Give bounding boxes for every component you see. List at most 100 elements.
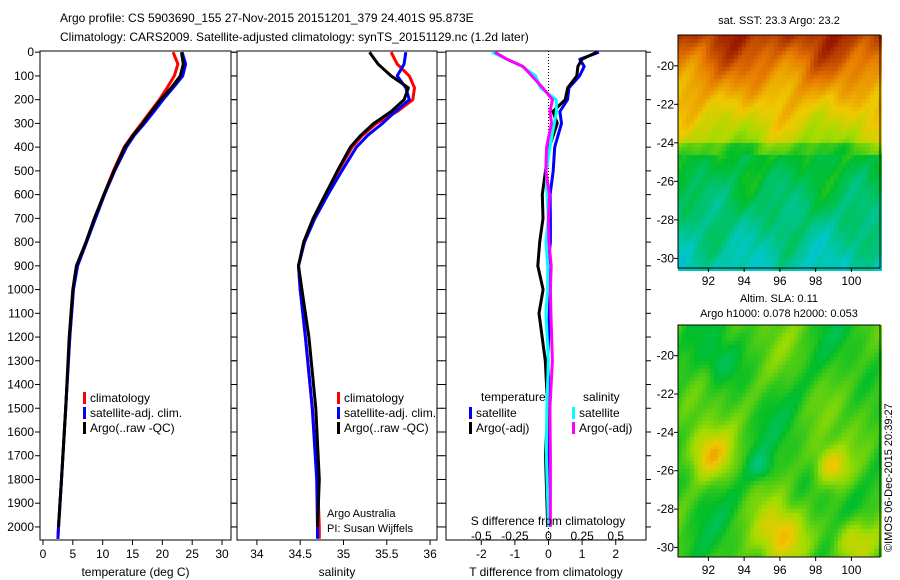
map-cell <box>766 243 770 247</box>
map-cell <box>738 421 742 425</box>
map-cell <box>754 203 758 207</box>
map-cell <box>790 119 794 123</box>
map-cell <box>814 163 818 167</box>
map-cell <box>866 79 870 83</box>
map-cell <box>814 231 818 235</box>
map-cell <box>794 79 798 83</box>
map-cell <box>786 143 790 147</box>
map-cell <box>862 131 866 135</box>
map-cell <box>830 119 834 123</box>
map-cell <box>742 35 746 39</box>
map-cell <box>754 131 758 135</box>
map-cell <box>814 155 818 159</box>
map-cell <box>746 127 750 131</box>
map-cell <box>762 155 766 159</box>
map-cell <box>870 103 874 107</box>
map-cell <box>746 409 750 413</box>
map-cell <box>698 433 702 437</box>
map-cell <box>834 43 838 47</box>
map-cell <box>770 437 774 441</box>
map-cell <box>866 63 870 67</box>
map-cell <box>866 71 870 75</box>
map-cell <box>710 43 714 47</box>
map-cell <box>746 417 750 421</box>
map-cell <box>766 405 770 409</box>
map-cell <box>750 67 754 71</box>
map-cell <box>846 239 850 243</box>
map-cell <box>682 71 686 75</box>
map-cell <box>798 67 802 71</box>
map-cell <box>754 259 758 263</box>
x-tick-label: 36 <box>423 547 437 561</box>
map-cell <box>858 405 862 409</box>
map-cell <box>698 159 702 163</box>
map-cell <box>786 337 790 341</box>
map-cell <box>686 175 690 179</box>
map-cell <box>826 203 830 207</box>
map-cell <box>770 329 774 333</box>
map-cell <box>866 99 870 103</box>
map-cell <box>726 203 730 207</box>
map-cell <box>742 87 746 91</box>
map-cell <box>810 425 814 429</box>
map-cell <box>686 63 690 67</box>
map-cell <box>758 441 762 445</box>
map-cell <box>734 183 738 187</box>
map-cell <box>782 39 786 43</box>
map-cell <box>858 151 862 155</box>
map-cell <box>818 51 822 55</box>
map-cell <box>858 255 862 259</box>
map-cell <box>718 103 722 107</box>
map-cell <box>702 445 706 449</box>
map-cell <box>742 337 746 341</box>
map-cell <box>830 453 834 457</box>
map-cell <box>706 449 710 453</box>
map-cell <box>834 413 838 417</box>
map-cell <box>782 353 786 357</box>
map-cell <box>786 215 790 219</box>
map-cell <box>714 55 718 59</box>
map-cell <box>726 163 730 167</box>
y-tick-label: 0 <box>27 45 34 59</box>
map-cell <box>690 203 694 207</box>
map-cell <box>834 199 838 203</box>
map-cell <box>874 195 878 199</box>
map-cell <box>734 51 738 55</box>
map-cell <box>694 389 698 393</box>
map-cell <box>754 127 758 131</box>
map-cell <box>802 437 806 441</box>
map-cell <box>778 449 782 453</box>
map-cell <box>838 409 842 413</box>
map-cell <box>810 95 814 99</box>
map-cell <box>866 215 870 219</box>
map-cell <box>722 409 726 413</box>
map-cell <box>862 453 866 457</box>
map-cell <box>854 95 858 99</box>
map-cell <box>694 349 698 353</box>
map-cell <box>802 47 806 51</box>
map-cell <box>810 223 814 227</box>
map-cell <box>714 163 718 167</box>
map-cell <box>766 349 770 353</box>
map-cell <box>726 457 730 461</box>
map-cell <box>690 259 694 263</box>
map-cell <box>722 449 726 453</box>
map-cell <box>774 99 778 103</box>
map-cell <box>762 373 766 377</box>
map-cell <box>738 325 742 329</box>
map-cell <box>750 131 754 135</box>
map-cell <box>790 99 794 103</box>
map-cell <box>830 135 834 139</box>
map-cell <box>726 215 730 219</box>
map-cell <box>694 393 698 397</box>
map-cell <box>706 429 710 433</box>
map-cell <box>698 437 702 441</box>
map-cell <box>778 215 782 219</box>
map-cell <box>746 75 750 79</box>
map-cell <box>854 251 858 255</box>
map-cell <box>722 107 726 111</box>
map-cell <box>862 199 866 203</box>
map-cell <box>830 329 834 333</box>
map-cell <box>686 147 690 151</box>
map-cell <box>722 247 726 251</box>
